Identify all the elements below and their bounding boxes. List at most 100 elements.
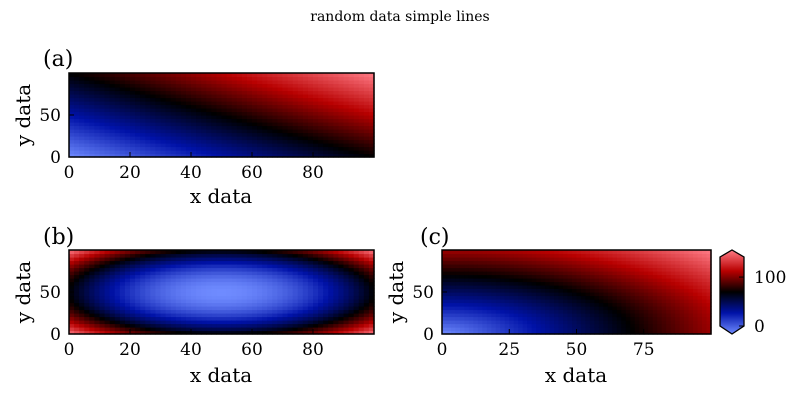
heatmap-cell xyxy=(348,136,355,141)
heatmap-cell xyxy=(191,101,197,106)
heatmap-cell xyxy=(180,108,187,113)
heatmap-cell xyxy=(145,320,151,325)
heatmap-cell xyxy=(79,316,85,321)
heatmap-cell xyxy=(104,136,111,141)
heatmap-cell xyxy=(74,115,80,120)
heatmap-cell xyxy=(549,250,555,255)
heatmap-cell xyxy=(563,330,569,335)
heatmap-cell xyxy=(307,271,314,276)
heatmap-cell xyxy=(272,80,279,85)
heatmap-cell xyxy=(625,320,631,325)
heatmap-cell xyxy=(675,313,681,318)
heatmap-cell xyxy=(165,136,172,141)
heatmap-cell xyxy=(140,118,146,123)
heatmap-cell xyxy=(221,83,228,88)
heatmap-cell xyxy=(292,118,299,123)
heatmap-cell xyxy=(450,260,457,265)
heatmap-cell xyxy=(328,285,334,290)
heatmap-cell xyxy=(241,302,248,307)
heatmap-cell xyxy=(302,94,309,99)
heatmap-cell xyxy=(175,327,182,332)
heatmap-cell xyxy=(358,274,365,279)
heatmap-cell xyxy=(287,292,294,297)
heatmap-cell xyxy=(236,302,243,307)
heatmap-cell xyxy=(104,132,111,137)
heatmap-cell xyxy=(272,295,279,300)
heatmap-cell xyxy=(267,146,273,151)
heatmap-cell xyxy=(206,101,212,106)
heatmap-cell xyxy=(180,253,187,258)
heatmap-cell xyxy=(155,90,162,95)
heatmap-cell xyxy=(191,90,197,95)
heatmap-cell xyxy=(180,274,187,279)
heatmap-cell xyxy=(69,278,75,283)
heatmap-cell xyxy=(272,125,279,130)
heatmap-cell xyxy=(576,271,582,276)
heatmap-cell xyxy=(165,295,172,300)
heatmap-cell xyxy=(170,146,177,151)
heatmap-cell xyxy=(442,327,448,332)
heatmap-cell xyxy=(594,302,600,307)
heatmap-cell xyxy=(140,153,146,158)
heatmap-cell xyxy=(455,285,461,290)
heatmap-cell xyxy=(282,327,289,332)
heatmap-cell xyxy=(292,132,299,137)
heatmap-cell xyxy=(145,139,151,144)
heatmap-cell xyxy=(302,274,309,279)
heatmap-cell xyxy=(549,313,555,318)
heatmap-cell xyxy=(140,97,146,102)
heatmap-cell xyxy=(94,108,101,113)
heatmap-cell xyxy=(277,83,284,88)
heatmap-cell xyxy=(185,111,192,116)
heatmap-cell xyxy=(221,139,228,144)
heatmap-cell xyxy=(468,278,474,283)
heatmap-cell xyxy=(155,274,162,279)
heatmap-cell xyxy=(252,83,258,88)
heatmap-cell xyxy=(160,253,167,258)
heatmap-cell xyxy=(287,281,294,286)
heatmap-cell xyxy=(607,288,613,293)
heatmap-cell xyxy=(119,87,126,92)
heatmap-cell xyxy=(165,153,172,158)
heatmap-cell xyxy=(549,278,555,283)
heatmap-cell xyxy=(540,260,546,265)
heatmap-cell xyxy=(211,316,218,321)
heatmap-cell xyxy=(89,260,96,265)
heatmap-cell xyxy=(206,104,212,109)
heatmap-cell xyxy=(287,264,294,269)
heatmap-cell xyxy=(155,104,162,109)
heatmap-cell xyxy=(206,292,212,297)
heatmap-cell xyxy=(216,271,223,276)
heatmap-cell xyxy=(333,150,340,155)
heatmap-cell xyxy=(262,83,268,88)
heatmap-cell xyxy=(114,125,121,130)
heatmap-cell xyxy=(518,309,524,314)
heatmap-cell xyxy=(630,313,636,318)
heatmap-cell xyxy=(94,320,101,325)
heatmap-cell xyxy=(99,87,106,92)
heatmap-cell xyxy=(603,320,609,325)
heatmap-cell xyxy=(226,73,233,78)
heatmap-cell xyxy=(313,295,319,300)
heatmap-cell xyxy=(661,253,667,258)
heatmap-cell xyxy=(536,288,542,293)
heatmap-cell xyxy=(252,292,258,297)
heatmap-cell xyxy=(191,257,197,262)
heatmap-cell xyxy=(196,316,202,321)
heatmap-cell xyxy=(74,125,80,130)
heatmap-cell xyxy=(527,313,533,318)
heatmap-cell xyxy=(79,330,85,335)
heatmap-cell xyxy=(130,285,136,290)
heatmap-cell xyxy=(504,264,510,269)
heatmap-cell xyxy=(652,274,658,279)
heatmap-cell xyxy=(679,285,685,290)
heatmap-cell xyxy=(648,320,654,325)
heatmap-cell xyxy=(554,267,560,272)
heatmap-cell xyxy=(589,320,596,325)
heatmap-cell xyxy=(572,302,578,307)
heatmap-cell xyxy=(140,87,146,92)
heatmap-cell xyxy=(114,260,121,265)
heatmap-cell xyxy=(236,80,243,85)
heatmap-cell xyxy=(114,83,121,88)
heatmap-cell xyxy=(580,299,587,304)
